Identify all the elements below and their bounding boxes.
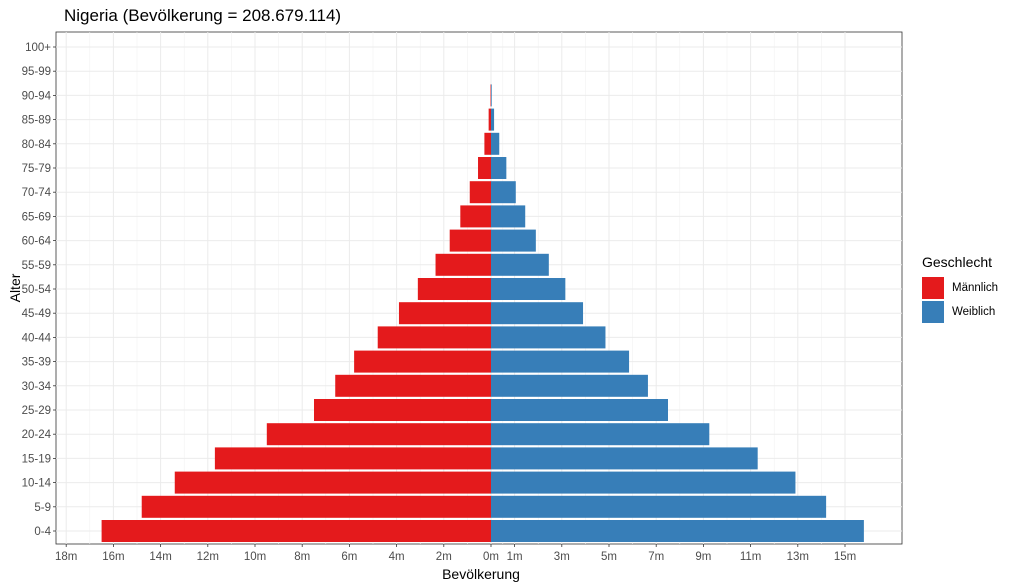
bar-weiblich-80-84 (491, 132, 500, 155)
y-tick-label: 15-19 (22, 453, 51, 465)
y-tick-label: 40-44 (22, 332, 52, 344)
bar-maennlich-75-79 (478, 157, 491, 179)
legend-item-weiblich: Weiblich (922, 300, 998, 324)
bars (101, 84, 864, 542)
bar-weiblich-25-29 (491, 399, 668, 421)
x-tick-label: 15m (834, 551, 856, 563)
bar-weiblich-0-4 (491, 520, 864, 542)
y-tick-label: 85-89 (22, 115, 51, 127)
x-tick-label: 16m (102, 551, 124, 563)
bar-weiblich-65-69 (491, 205, 526, 228)
legend-key-weiblich (922, 301, 944, 323)
bar-weiblich-55-59 (491, 253, 549, 276)
bar-maennlich-25-29 (314, 399, 491, 421)
y-tick-label: 45-49 (22, 308, 51, 320)
y-tick-label: 75-79 (22, 163, 51, 175)
bar-weiblich-75-79 (491, 157, 507, 179)
x-tick-label: 0m (483, 551, 499, 563)
x-tick-label: 3m (554, 551, 570, 563)
bar-maennlich-40-44 (377, 326, 491, 349)
x-tick-label: 13m (787, 551, 809, 563)
x-tick-label: 2m (436, 551, 452, 563)
bar-maennlich-70-74 (469, 181, 491, 204)
chart-title: Nigeria (Bevölkerung = 208.679.114) (64, 6, 342, 25)
x-tick-label: 7m (648, 551, 664, 563)
bar-maennlich-60-64 (449, 229, 491, 252)
legend: Geschlecht Männlich Weiblich (922, 254, 998, 324)
bar-weiblich-40-44 (491, 326, 606, 349)
x-tick-label: 10m (244, 551, 266, 563)
y-tick-label: 95-99 (22, 66, 51, 78)
bar-maennlich-15-19 (214, 447, 491, 470)
x-tick-label: 18m (55, 551, 77, 563)
bar-weiblich-60-64 (491, 229, 536, 252)
bar-maennlich-45-49 (398, 302, 491, 325)
x-tick-label: 5m (601, 551, 617, 563)
y-tick-label: 55-59 (22, 260, 51, 272)
bar-maennlich-85-89 (488, 108, 491, 131)
legend-title: Geschlecht (922, 254, 993, 270)
y-tick-label: 35-39 (22, 357, 51, 369)
legend-label-weiblich: Weiblich (952, 306, 996, 318)
legend-label-maennlich: Männlich (952, 282, 999, 294)
y-tick-label: 25-29 (22, 405, 51, 417)
bar-weiblich-10-14 (491, 471, 796, 494)
legend-item-maennlich: Männlich (922, 276, 998, 300)
y-tick-label: 0-4 (34, 526, 51, 538)
x-tick-label: 4m (389, 551, 405, 563)
y-tick-label: 70-74 (22, 187, 52, 199)
bar-maennlich-0-4 (101, 520, 491, 542)
x-tick-label: 1m (507, 551, 523, 563)
x-tick-label: 6m (341, 551, 357, 563)
bar-maennlich-5-9 (141, 495, 491, 518)
bar-maennlich-65-69 (460, 205, 491, 228)
x-tick-label: 9m (695, 551, 711, 563)
bar-weiblich-50-54 (491, 278, 566, 300)
bar-maennlich-30-34 (335, 374, 491, 397)
y-tick-label: 20-24 (22, 429, 52, 441)
bar-weiblich-45-49 (491, 302, 584, 325)
bar-maennlich-20-24 (266, 423, 491, 446)
bar-maennlich-35-39 (354, 350, 491, 373)
y-tick-label: 5-9 (34, 502, 51, 514)
bar-maennlich-55-59 (435, 253, 491, 276)
y-axis-title: Alter (7, 273, 23, 302)
y-tick-label: 50-54 (22, 284, 52, 296)
bar-weiblich-15-19 (491, 447, 758, 470)
bar-maennlich-10-14 (174, 471, 491, 494)
x-tick-label: 8m (294, 551, 310, 563)
y-axis-ticks: 0-4 5-9 10-14 15-19 20-24 25-29 30-34 35-39 40-4… (22, 42, 56, 538)
x-tick-label: 14m (149, 551, 171, 563)
y-tick-label: 60-64 (22, 236, 52, 248)
y-tick-label: 100+ (25, 42, 51, 54)
y-tick-label: 90-94 (22, 90, 52, 102)
y-tick-label: 65-69 (22, 211, 51, 223)
y-tick-label: 80-84 (22, 139, 52, 151)
x-axis-ticks: 18m 16m 14m 12m 10m 8m 6m 4m 2m 0m 1m 3m 5m 7m 9m 11m 13… (55, 544, 856, 563)
bar-weiblich-90-94 (491, 84, 492, 107)
bar-weiblich-35-39 (491, 350, 630, 373)
bar-weiblich-5-9 (491, 495, 827, 518)
bar-weiblich-70-74 (491, 181, 516, 204)
bar-weiblich-20-24 (491, 423, 710, 446)
x-tick-label: 11m (740, 551, 762, 563)
y-tick-label: 30-34 (22, 381, 52, 393)
bar-maennlich-80-84 (484, 132, 491, 155)
y-tick-label: 10-14 (22, 478, 52, 490)
x-axis-title: Bevölkerung (442, 566, 520, 582)
bar-weiblich-30-34 (491, 374, 648, 397)
x-tick-label: 12m (197, 551, 219, 563)
bar-maennlich-50-54 (417, 278, 491, 300)
legend-key-maennlich (922, 277, 944, 299)
bar-weiblich-85-89 (491, 108, 495, 131)
